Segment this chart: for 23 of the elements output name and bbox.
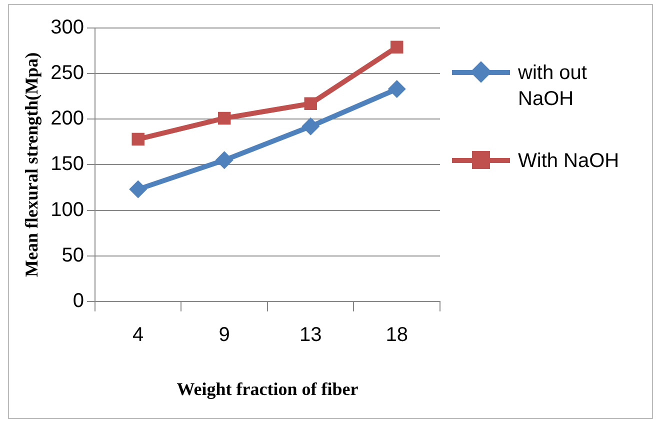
point (390, 40, 404, 54)
y-tick-label: 50 (62, 244, 84, 266)
x-tick-label: 9 (218, 324, 230, 346)
point (129, 180, 148, 198)
point (218, 112, 231, 125)
y-tick-label: 200 (50, 108, 84, 130)
y-tick-label: 0 (72, 290, 84, 312)
point (302, 117, 320, 136)
y-tick-label: 150 (50, 153, 84, 176)
x-tick-label: 13 (299, 324, 322, 346)
legend-label: With NaOH (518, 149, 620, 174)
point (388, 80, 406, 98)
y-tick-label: 300 (50, 16, 84, 39)
point (132, 132, 144, 146)
y-axis-title: Mean flexural strength(Mpa) (21, 52, 42, 278)
legend-label: with out NaOH (518, 61, 588, 112)
point (304, 97, 317, 110)
x-tick-label: 4 (132, 324, 144, 346)
y-tick-label: 250 (50, 62, 84, 84)
x-tick-label: 18 (386, 324, 408, 346)
point (215, 151, 234, 170)
y-tick-label: 100 (50, 198, 84, 221)
x-axis-title: Weight fraction of fiber (176, 378, 358, 399)
